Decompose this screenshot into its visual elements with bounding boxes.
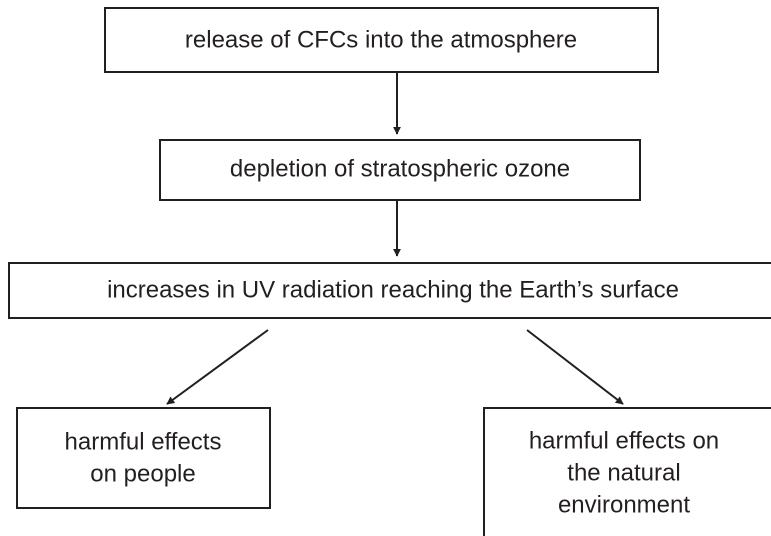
node-label: the natural [567,459,680,486]
node-box [159,139,641,201]
node-label: harmful effects [65,428,222,455]
node-box [16,407,271,509]
node-label: depletion of stratospheric ozone [230,155,570,182]
arrow [526,329,624,405]
node-label: environment [558,491,690,518]
node-label: release of CFCs into the atmosphere [185,26,577,53]
node-box [483,407,771,536]
node-label: increases in UV radiation reaching the E… [107,276,679,303]
node-box [104,7,659,73]
node-label: harmful effects on [529,427,719,454]
node-box [8,262,771,319]
node-label: on people [90,460,195,487]
arrow [166,329,269,405]
